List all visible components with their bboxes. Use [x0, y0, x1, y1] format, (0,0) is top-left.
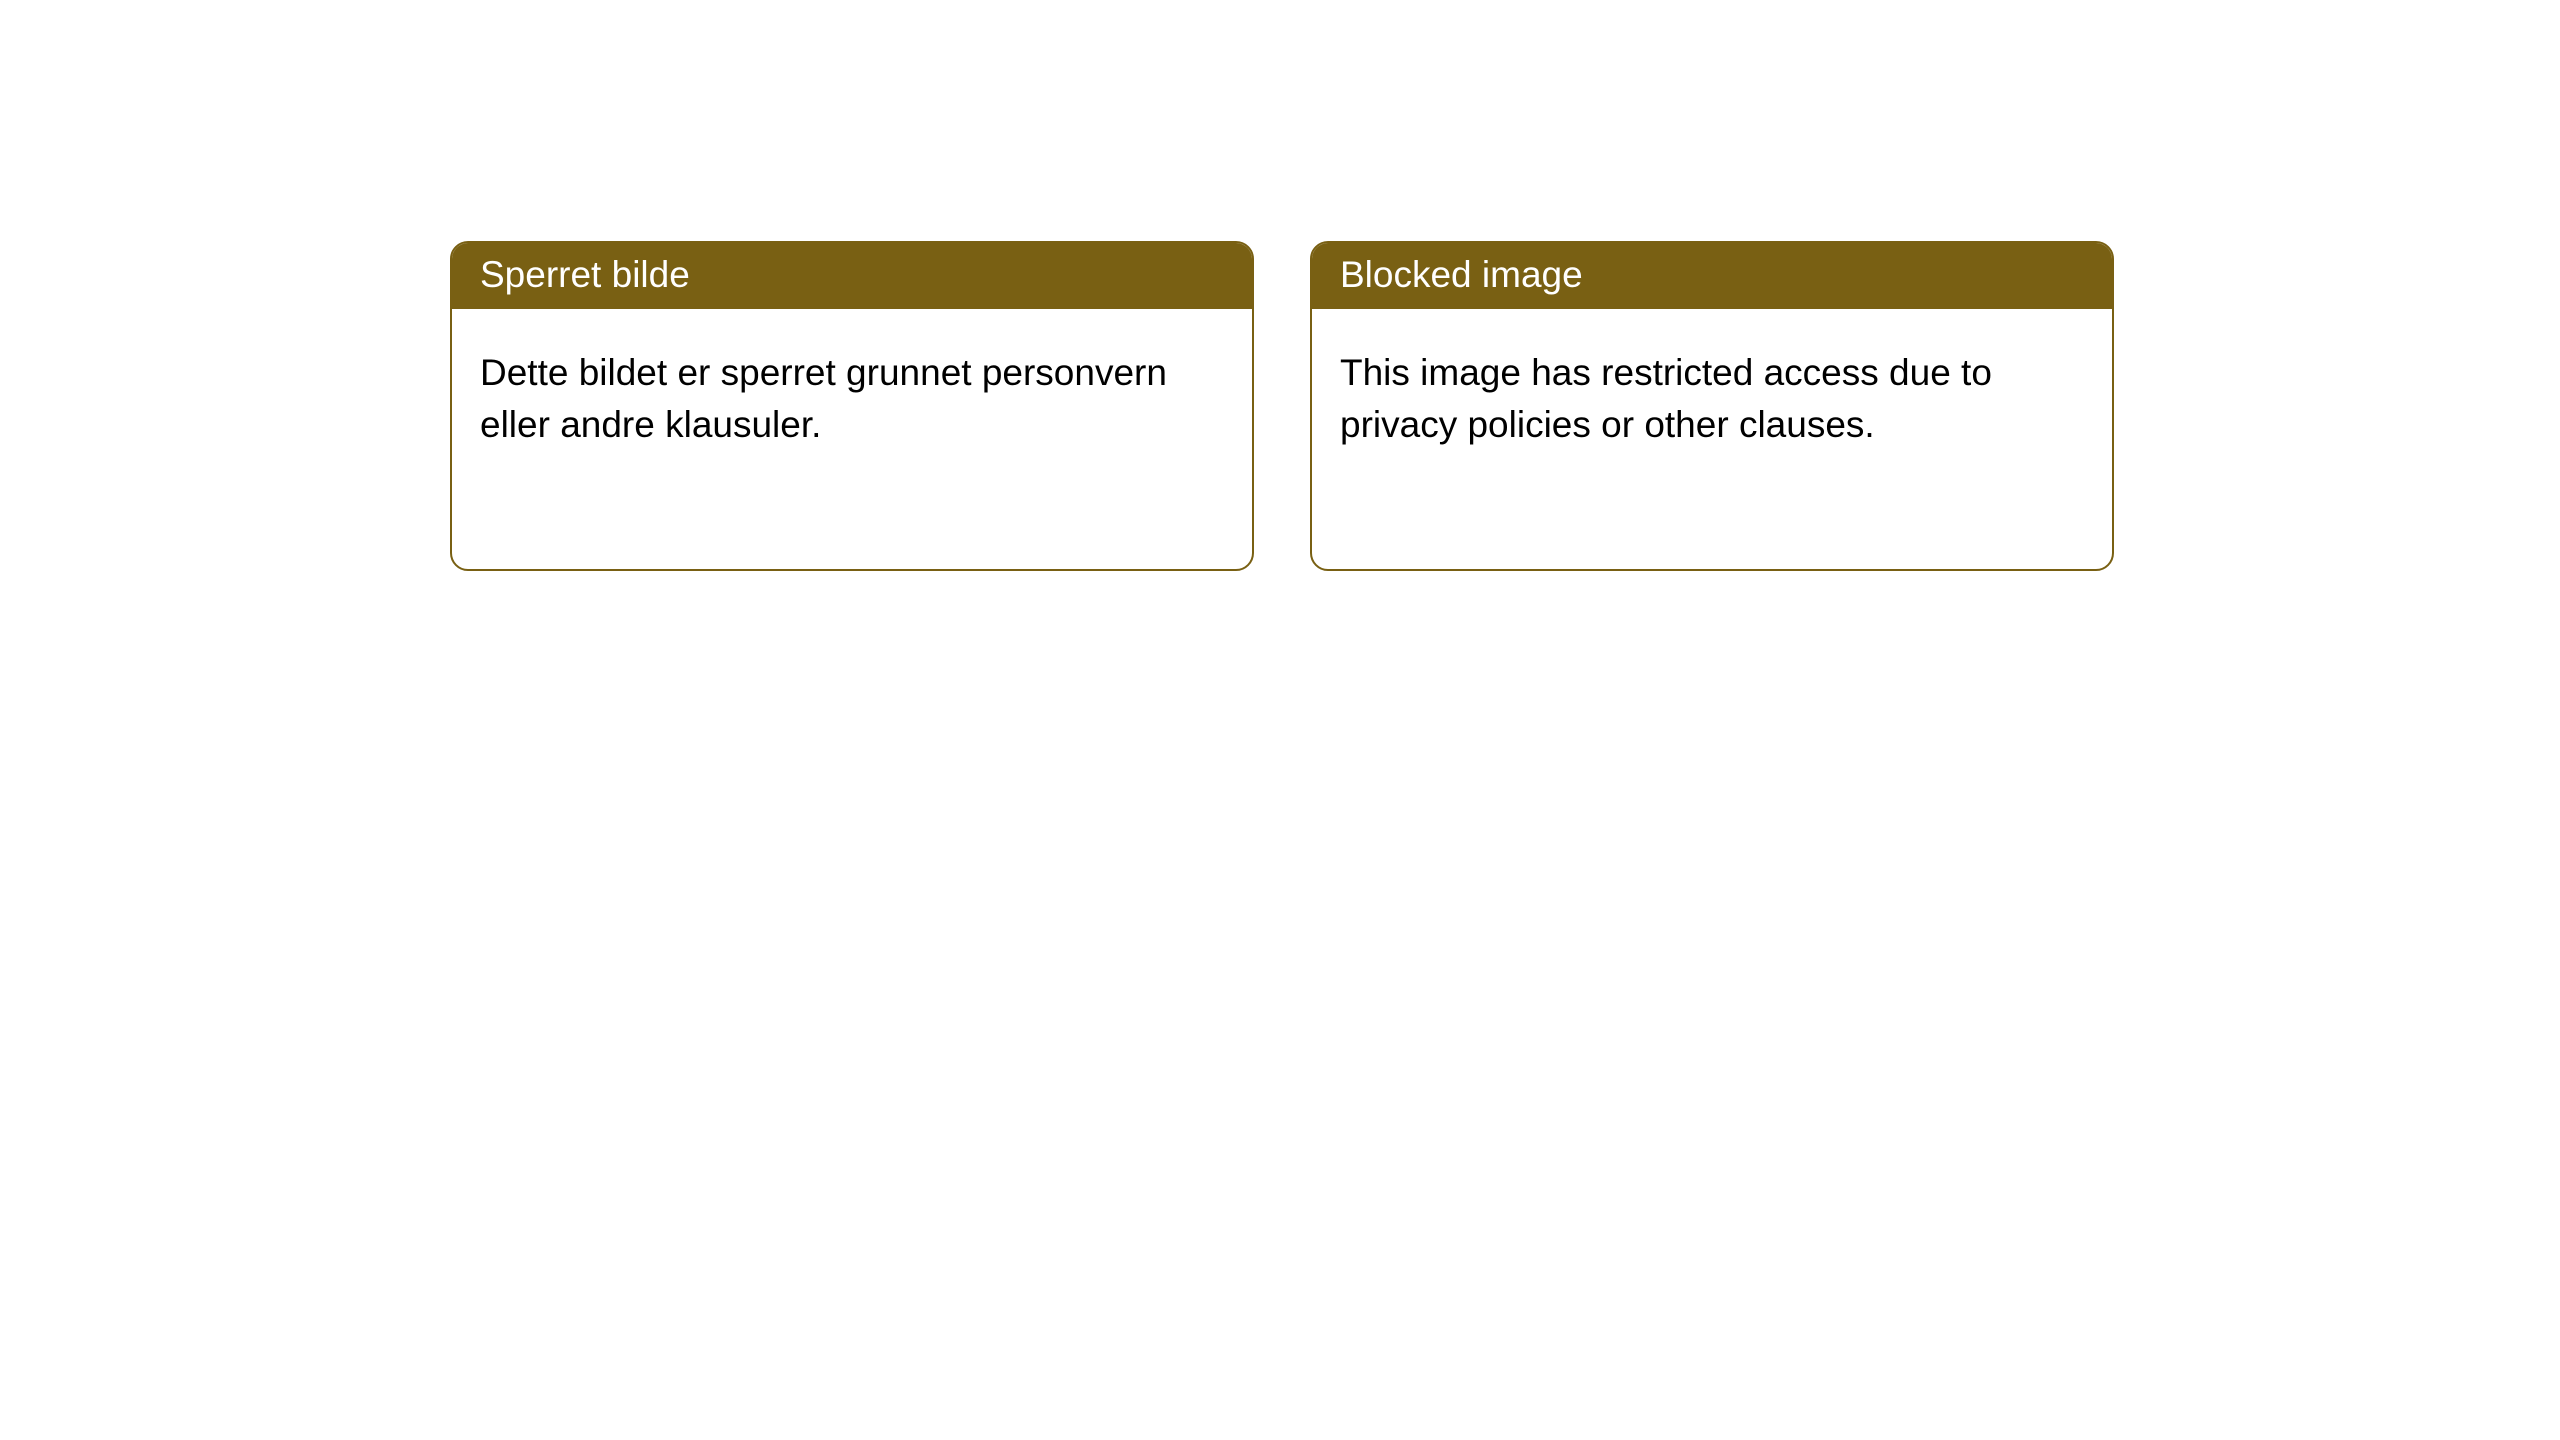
notice-box-english: Blocked image This image has restricted … [1310, 241, 2114, 571]
notice-body: Dette bildet er sperret grunnet personve… [452, 309, 1252, 569]
notice-container: Sperret bilde Dette bildet er sperret gr… [0, 0, 2560, 571]
notice-body: This image has restricted access due to … [1312, 309, 2112, 569]
notice-box-norwegian: Sperret bilde Dette bildet er sperret gr… [450, 241, 1254, 571]
notice-header: Blocked image [1312, 243, 2112, 309]
notice-header: Sperret bilde [452, 243, 1252, 309]
